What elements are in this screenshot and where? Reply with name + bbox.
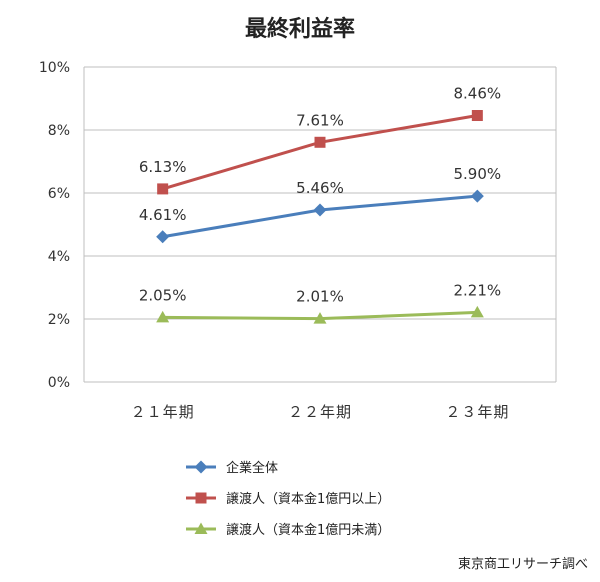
data-label: 6.13% [139, 158, 187, 176]
y-axis: 0% 2% 4% 6% 8% 10% [39, 60, 70, 391]
legend-marker [194, 460, 208, 474]
data-point [156, 230, 170, 244]
data-point [157, 183, 169, 195]
data-point [470, 305, 484, 318]
data-label: 2.01% [296, 288, 344, 306]
data-label: 2.05% [139, 286, 187, 304]
legend-item: 企業全体 [186, 460, 278, 476]
data-label: 7.61% [296, 111, 344, 129]
data-point [313, 312, 327, 324]
data-label: 5.46% [296, 179, 344, 197]
y-tick-label: 0% [48, 375, 70, 391]
legend-item: 譲渡人（資本金1億円以上） [186, 491, 390, 507]
legend-item: 譲渡人（資本金1億円未満） [186, 522, 390, 538]
data-point [471, 110, 483, 122]
data-point [156, 310, 170, 323]
legend-marker [194, 522, 208, 534]
series-3: 2.05% 2.01% 2.21% [139, 281, 502, 324]
data-label: 5.90% [454, 165, 502, 183]
data-point [470, 189, 484, 203]
x-tick-label: ２２年期 [288, 403, 352, 421]
x-tick-label: ２３年期 [445, 403, 509, 421]
data-label: 4.61% [139, 206, 187, 224]
series-1: 4.61% 5.46% 5.90% [139, 165, 502, 244]
legend-label: 企業全体 [226, 460, 278, 476]
chart-title: 最終利益率 [245, 16, 355, 42]
y-tick-label: 8% [48, 123, 70, 139]
series-group: 4.61% 5.46% 5.90% 6.13% 7.61% 8.46% 2.05% 2.01%… [139, 85, 501, 324]
x-axis: ２１年期 ２２年期 ２３年期 [131, 403, 509, 421]
data-point [314, 136, 326, 148]
legend-marker [195, 492, 207, 504]
legend-label: 譲渡人（資本金1億円未満） [226, 522, 390, 538]
source-note: 東京商工リサーチ調べ [458, 556, 588, 572]
data-point [313, 203, 327, 217]
y-tick-label: 10% [39, 60, 70, 76]
x-tick-label: ２１年期 [131, 403, 195, 421]
series-2: 6.13% 7.61% 8.46% [139, 85, 501, 195]
y-tick-label: 6% [48, 186, 70, 202]
y-tick-label: 4% [48, 249, 70, 265]
legend-label: 譲渡人（資本金1億円以上） [226, 491, 390, 507]
data-label: 8.46% [454, 85, 502, 103]
y-tick-label: 2% [48, 312, 70, 328]
data-label: 2.21% [454, 281, 502, 299]
